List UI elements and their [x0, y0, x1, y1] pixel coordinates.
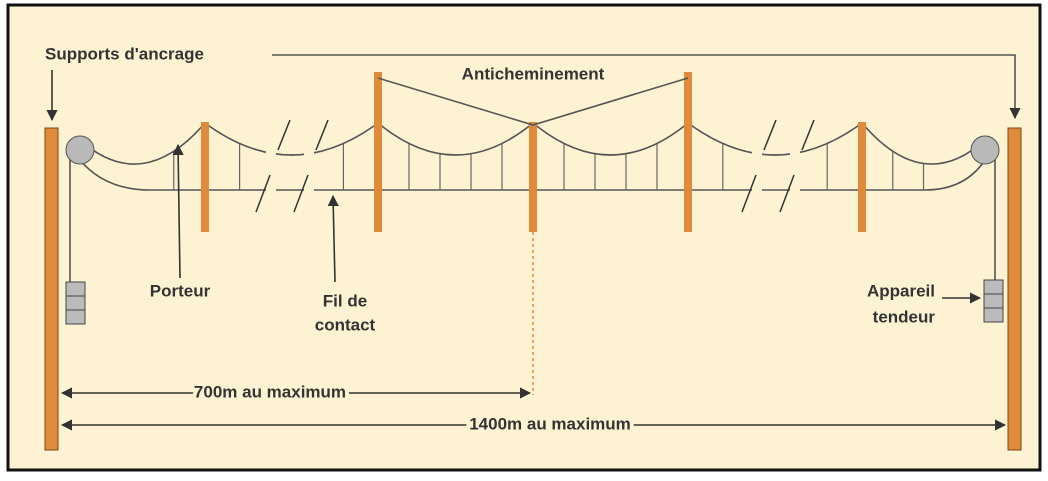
break-mark — [293, 174, 309, 213]
support-pole — [684, 72, 692, 232]
anticheminement-wire — [377, 77, 689, 126]
break-mark — [801, 119, 815, 151]
break-gap — [304, 115, 314, 215]
break-mark — [315, 119, 329, 151]
break-mark — [763, 119, 777, 151]
label: Anticheminement — [462, 64, 605, 83]
support-pole — [529, 122, 537, 232]
break-gap — [790, 115, 800, 215]
pulley — [970, 135, 1000, 165]
label: Porteur — [150, 281, 211, 300]
anchor-pole — [44, 127, 59, 451]
contact-wire — [79, 159, 986, 191]
support-pole — [374, 72, 382, 232]
arrow — [327, 194, 339, 283]
break-mark — [255, 174, 271, 213]
pulley — [65, 135, 95, 165]
break-gap — [752, 115, 762, 215]
label: Supports d'ancrage — [45, 44, 204, 63]
support-pole — [201, 122, 209, 232]
arrow — [172, 143, 184, 279]
weight — [65, 279, 1004, 325]
label: tendeur — [873, 307, 936, 326]
label: contact — [315, 315, 376, 334]
break-mark — [277, 119, 291, 151]
break-mark — [741, 174, 757, 213]
break-mark — [779, 174, 795, 213]
break-gap — [266, 115, 276, 215]
anchor-pole — [1007, 127, 1022, 451]
label: Fil de — [323, 291, 367, 310]
arrow — [272, 54, 1021, 120]
label: Appareil — [867, 281, 935, 300]
catenary — [79, 72, 986, 232]
support-pole — [858, 122, 866, 232]
label: 700m au maximum — [194, 382, 346, 401]
label: 1400m au maximum — [469, 414, 631, 433]
